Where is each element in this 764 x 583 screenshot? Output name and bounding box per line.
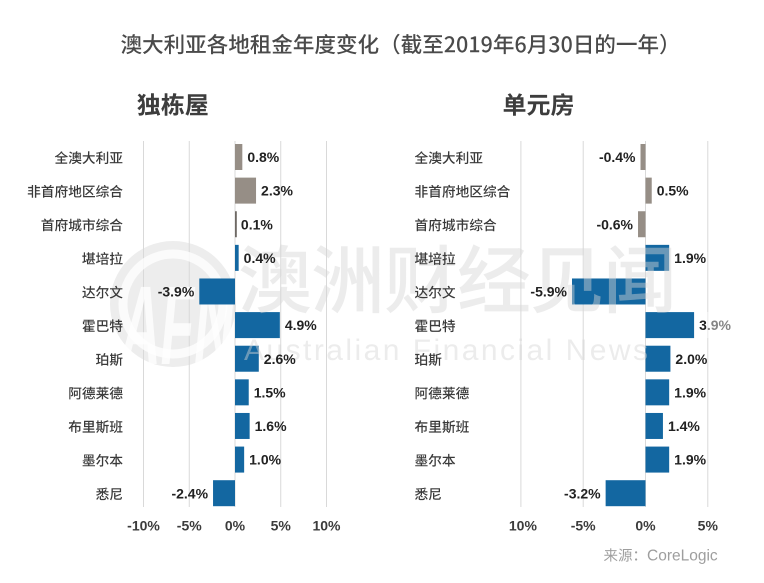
svg-text:0%: 0% bbox=[225, 518, 246, 534]
svg-text:5%: 5% bbox=[271, 518, 292, 534]
svg-text:Australian Financial News: Australian Financial News bbox=[244, 334, 650, 367]
svg-text:-2.4%: -2.4% bbox=[171, 485, 208, 501]
svg-text:5%: 5% bbox=[698, 518, 719, 534]
svg-text:3.9%: 3.9% bbox=[699, 317, 731, 333]
svg-text:1.5%: 1.5% bbox=[254, 384, 286, 400]
svg-text:0.8%: 0.8% bbox=[247, 149, 279, 165]
svg-text:1.0%: 1.0% bbox=[249, 452, 281, 468]
svg-text:2.3%: 2.3% bbox=[261, 183, 293, 199]
svg-text:-5%: -5% bbox=[571, 518, 596, 534]
svg-text:CoreLogic: CoreLogic bbox=[647, 548, 718, 565]
svg-text:10%: 10% bbox=[312, 518, 341, 534]
svg-text:0.4%: 0.4% bbox=[244, 250, 276, 266]
svg-text:-10%: -10% bbox=[127, 518, 160, 534]
svg-text:0.5%: 0.5% bbox=[657, 183, 689, 199]
svg-text:10%: 10% bbox=[509, 518, 538, 534]
svg-text:1.9%: 1.9% bbox=[674, 452, 706, 468]
svg-text:-5.9%: -5.9% bbox=[530, 284, 567, 300]
svg-text:-0.6%: -0.6% bbox=[596, 216, 633, 232]
svg-text:0.1%: 0.1% bbox=[241, 216, 273, 232]
svg-text:2.6%: 2.6% bbox=[264, 351, 296, 367]
svg-text:-3.2%: -3.2% bbox=[564, 485, 601, 501]
svg-text:1.6%: 1.6% bbox=[255, 418, 287, 434]
svg-text:1.4%: 1.4% bbox=[668, 418, 700, 434]
svg-text:1.9%: 1.9% bbox=[674, 250, 706, 266]
svg-text:-0.4%: -0.4% bbox=[599, 149, 636, 165]
svg-text:0%: 0% bbox=[635, 518, 656, 534]
svg-text:-5%: -5% bbox=[177, 518, 202, 534]
svg-text:2.0%: 2.0% bbox=[675, 351, 707, 367]
svg-text:4.9%: 4.9% bbox=[285, 317, 317, 333]
svg-text:1.9%: 1.9% bbox=[674, 384, 706, 400]
svg-text:-3.9%: -3.9% bbox=[158, 284, 195, 300]
